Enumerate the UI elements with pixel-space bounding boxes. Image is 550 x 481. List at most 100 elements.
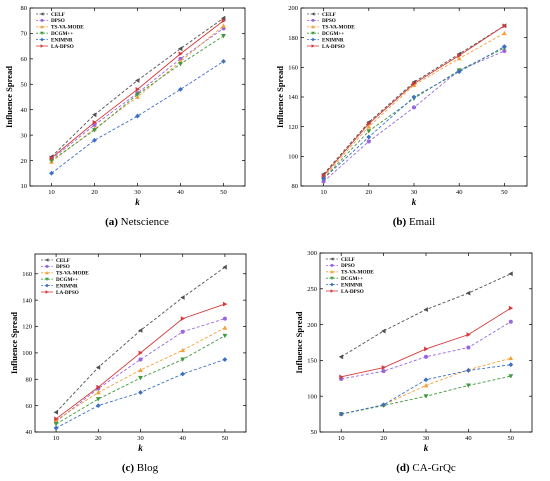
y-axis-label: Influence Spread: [9, 312, 19, 374]
data-point: [423, 307, 428, 312]
legend-marker: [311, 25, 315, 29]
data-point: [138, 390, 143, 395]
y-tick-label: 180: [288, 35, 298, 42]
data-point: [92, 128, 97, 133]
caption-text: Email: [406, 216, 435, 228]
data-point: [502, 44, 507, 49]
y-tick-label: 160: [22, 271, 32, 278]
data-point: [178, 86, 183, 92]
x-tick-label: 40: [179, 435, 186, 442]
data-point: [366, 124, 372, 129]
x-axis-label: k: [424, 443, 429, 453]
legend-marker: [311, 18, 315, 22]
legend-label: DPSO: [56, 264, 70, 270]
data-point: [456, 69, 462, 75]
panel-netscience: 10 20 30 40 50 60 70 80 10 20 30 40 50 k Influence Spr…: [4, 5, 246, 228]
series-line: [323, 32, 505, 178]
series-line: [323, 47, 505, 179]
series-line: [340, 273, 511, 358]
series-line: [51, 17, 224, 158]
x-tick-label: 10: [320, 189, 327, 196]
data-point: [423, 394, 429, 399]
x-tick-label: 40: [465, 435, 472, 442]
legend-label: CELF: [56, 258, 70, 264]
caption-label: (b): [393, 216, 407, 228]
y-tick-label: 140: [22, 297, 32, 304]
series-ts-va-mode: [321, 30, 507, 180]
data-point: [180, 295, 185, 300]
legend-marker: [45, 264, 49, 268]
data-point: [508, 362, 514, 368]
legend-label: ENIMNR: [341, 282, 363, 288]
series-celf: [338, 271, 513, 360]
y-tick-label: 120: [288, 124, 298, 131]
y-tick-label: 50: [21, 81, 28, 88]
legend-label: DCGM++: [322, 31, 344, 37]
x-axis-label: k: [412, 197, 417, 207]
y-tick-label: 40: [26, 429, 33, 436]
data-point: [178, 46, 183, 52]
panel-email: 80 100 120 140 160 180 200 10 20 30 40 50 k Influence…: [275, 5, 528, 228]
data-point: [53, 409, 59, 415]
data-point: [423, 354, 429, 359]
caption-text: Netscience: [118, 216, 169, 228]
series-la-dpso: [339, 305, 514, 380]
legend-marker: [311, 12, 315, 16]
y-tick-label: 50: [311, 429, 318, 436]
data-point: [92, 137, 97, 143]
data-point: [456, 56, 462, 61]
data-point: [366, 129, 372, 134]
legend-label: ENIMNR: [51, 37, 73, 43]
data-point: [178, 51, 183, 57]
x-tick-label: 10: [48, 189, 55, 196]
y-tick-label: 250: [307, 286, 317, 293]
x-tick-label: 10: [338, 435, 345, 442]
data-point: [222, 325, 228, 330]
data-point: [222, 301, 228, 307]
data-point: [466, 332, 471, 338]
caption-text: CA-GrQc: [410, 462, 456, 474]
y-tick-label: 120: [22, 324, 32, 331]
data-point: [138, 376, 143, 381]
y-tick-label: 150: [307, 358, 317, 365]
series-dcgm-: [53, 333, 228, 427]
data-point: [366, 134, 372, 140]
legend-label: LA-DPSO: [322, 44, 345, 50]
series-line: [323, 46, 505, 179]
x-tick-label: 20: [380, 435, 387, 442]
x-tick-label: 30: [423, 435, 430, 442]
series-line: [51, 35, 224, 161]
y-axis-label: Influence Spread: [4, 66, 14, 128]
legend-marker: [40, 31, 44, 35]
data-point: [423, 383, 429, 388]
data-point: [95, 397, 101, 402]
y-tick-label: 100: [22, 350, 32, 357]
legend-label: DPSO: [322, 18, 336, 24]
data-point: [508, 305, 514, 311]
y-tick-label: 80: [26, 376, 33, 383]
data-point: [381, 369, 386, 374]
y-tick-label: 300: [307, 250, 317, 257]
data-point: [135, 86, 140, 92]
data-point: [222, 316, 227, 321]
y-tick-label: 160: [288, 65, 298, 72]
data-point: [508, 355, 514, 361]
series-line: [323, 25, 505, 175]
series-celf: [53, 264, 227, 415]
legend-label: CELF: [51, 12, 65, 18]
x-tick-label: 50: [222, 435, 229, 442]
legend-marker: [45, 283, 49, 288]
legend-marker: [45, 271, 49, 275]
y-tick-label: 200: [288, 5, 298, 12]
legend-label: DPSO: [341, 263, 355, 269]
data-point: [54, 416, 59, 422]
y-axis-label: Influence Spread: [275, 66, 285, 128]
caption-text: Blog: [134, 462, 159, 474]
data-point: [221, 15, 226, 21]
x-axis-label: k: [138, 443, 143, 453]
data-point: [53, 425, 59, 431]
y-tick-label: 70: [21, 31, 28, 38]
legend-marker: [311, 44, 315, 48]
panel-ca-grqc: 50 100 150 200 250 300 10 20 30 40 50 k Influence Sp…: [294, 250, 533, 474]
legend-label: TS-VA-MODE: [56, 271, 89, 277]
